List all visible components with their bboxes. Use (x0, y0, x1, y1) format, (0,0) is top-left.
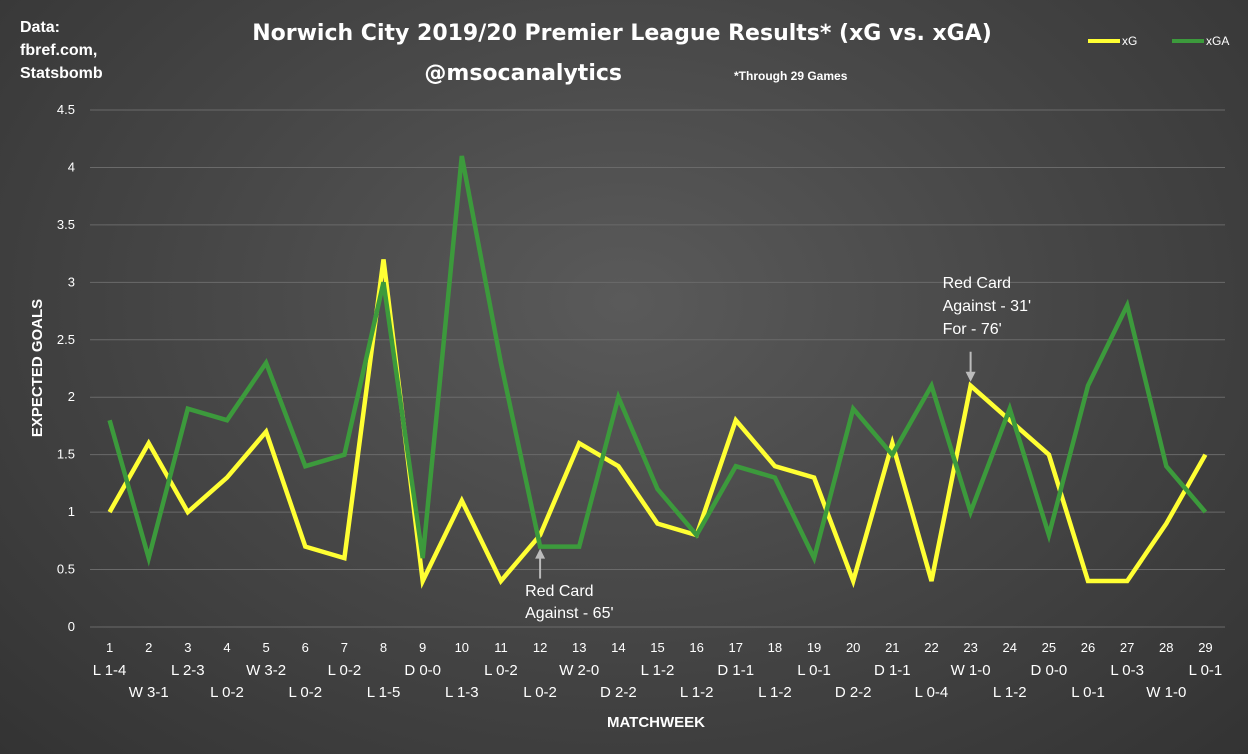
y-tick-label: 3 (68, 274, 75, 289)
source-line-1: Data: (20, 19, 60, 36)
x-tick-label: 27 (1120, 640, 1134, 655)
annotation-arrowhead-mw12 (535, 548, 546, 559)
y-axis-ticks: 0 0.5 1 1.5 2 2.5 3 3.5 4 4.5 (57, 102, 75, 634)
y-tick-label: 4.5 (57, 102, 75, 117)
x-tick-label: 10 (455, 640, 469, 655)
match-result-label: L 1-2 (758, 684, 792, 701)
series-line-xg (107, 259, 1208, 589)
y-tick-label: 3.5 (57, 217, 75, 232)
match-result-label: D 2-2 (600, 684, 637, 701)
match-result-label: L 1-2 (641, 662, 675, 679)
match-result-label: L 0-1 (1071, 684, 1105, 701)
match-result-label: W 1-0 (951, 662, 991, 679)
match-result-label: W 3-2 (246, 662, 286, 679)
y-tick-label: 0 (68, 619, 75, 634)
chart-subtitle: @msocanalytics (424, 61, 622, 86)
annotations: Red Card Against - 65' Red Card Against - 3… (525, 275, 1031, 622)
x-tick-label: 3 (184, 640, 191, 655)
y-tick-label: 1 (68, 504, 75, 519)
x-tick-label: 25 (1042, 640, 1056, 655)
match-result-label: L 0-2 (288, 684, 322, 701)
x-tick-label: 19 (807, 640, 821, 655)
match-result-label: L 0-4 (915, 684, 949, 701)
x-tick-label: 26 (1081, 640, 1095, 655)
chart-title: Norwich City 2019/20 Premier League Resu… (252, 21, 992, 46)
y-axis-label: EXPECTED GOALS (29, 299, 46, 437)
match-result-label: L 0-1 (1189, 662, 1223, 679)
annotation-arrowhead-mw23 (965, 371, 976, 382)
x-tick-label: 16 (689, 640, 703, 655)
source-line-2: fbref.com, (20, 42, 97, 59)
x-tick-label: 24 (1003, 640, 1017, 655)
match-result-label: D 0-0 (1031, 662, 1068, 679)
source-line-3: Statsbomb (20, 65, 103, 82)
match-result-label: L 0-2 (328, 662, 362, 679)
x-tick-label: 4 (223, 640, 230, 655)
x-tick-label: 5 (263, 640, 270, 655)
match-result-label: L 1-2 (680, 684, 714, 701)
y-tick-label: 4 (68, 159, 75, 174)
match-result-label: D 2-2 (835, 684, 872, 701)
x-tick-label: 17 (729, 640, 743, 655)
chart-note: *Through 29 Games (734, 69, 848, 83)
match-result-label: L 0-2 (484, 662, 518, 679)
match-result-label: W 2-0 (559, 662, 599, 679)
match-result-label: L 1-3 (445, 684, 479, 701)
match-result-label: L 1-5 (367, 684, 401, 701)
x-tick-label: 1 (106, 640, 113, 655)
y-tick-label: 0.5 (57, 562, 75, 577)
annotation-text-mw23: Against - 31' (943, 298, 1031, 315)
annotation-text-mw23: For - 76' (943, 321, 1002, 338)
x-tick-label: 12 (533, 640, 547, 655)
match-result-label: L 1-4 (93, 662, 127, 679)
x-tick-label: 6 (302, 640, 309, 655)
x-tick-label: 18 (768, 640, 782, 655)
y-tick-label: 2.5 (57, 332, 75, 347)
match-result-label: D 1-1 (717, 662, 754, 679)
x-tick-label: 11 (494, 640, 508, 655)
match-result-label: L 0-2 (210, 684, 244, 701)
match-result-label: W 3-1 (129, 684, 169, 701)
y-tick-label: 1.5 (57, 447, 75, 462)
match-result-label: L 0-2 (523, 684, 557, 701)
x-tick-label: 2 (145, 640, 152, 655)
annotation-text-mw12: Against - 65' (525, 605, 613, 622)
legend-xg-label: xG (1122, 34, 1137, 48)
match-result-label: L 2-3 (171, 662, 205, 679)
x-tick-label: 9 (419, 640, 426, 655)
x-tick-label: 28 (1159, 640, 1173, 655)
annotation-text-mw23: Red Card (943, 275, 1011, 292)
series-line-xga (107, 155, 1208, 567)
x-axis-ticks: 1 2 3 4 5 6 7 8 9 10 11 12 13 14 15 16 17 18 19 20 21 22 23 24 2… (106, 640, 1213, 655)
x-tick-label: 8 (380, 640, 387, 655)
match-result-label: L 1-2 (993, 684, 1027, 701)
match-result-label: D 0-0 (404, 662, 441, 679)
match-result-label: L 0-3 (1110, 662, 1144, 679)
match-result-label: L 0-1 (797, 662, 831, 679)
x-tick-label: 21 (885, 640, 899, 655)
annotation-text-mw12: Red Card (525, 583, 593, 600)
series-lines (107, 155, 1208, 589)
y-tick-label: 2 (68, 389, 75, 404)
match-result-label: W 1-0 (1146, 684, 1186, 701)
legend-xga-label: xGA (1206, 34, 1229, 48)
match-result-label: D 1-1 (874, 662, 911, 679)
x-tick-label: 14 (611, 640, 625, 655)
x-tick-label: 22 (924, 640, 938, 655)
x-axis-label: MATCHWEEK (607, 714, 705, 731)
x-tick-label: 29 (1198, 640, 1212, 655)
x-tick-label: 7 (341, 640, 348, 655)
x-tick-label: 13 (572, 640, 586, 655)
x-tick-label: 20 (846, 640, 860, 655)
match-results: L 1-4W 3-1L 2-3L 0-2W 3-2L 0-2L 0-2L 1-5… (93, 662, 1223, 701)
x-tick-label: 15 (650, 640, 664, 655)
x-tick-label: 23 (963, 640, 977, 655)
